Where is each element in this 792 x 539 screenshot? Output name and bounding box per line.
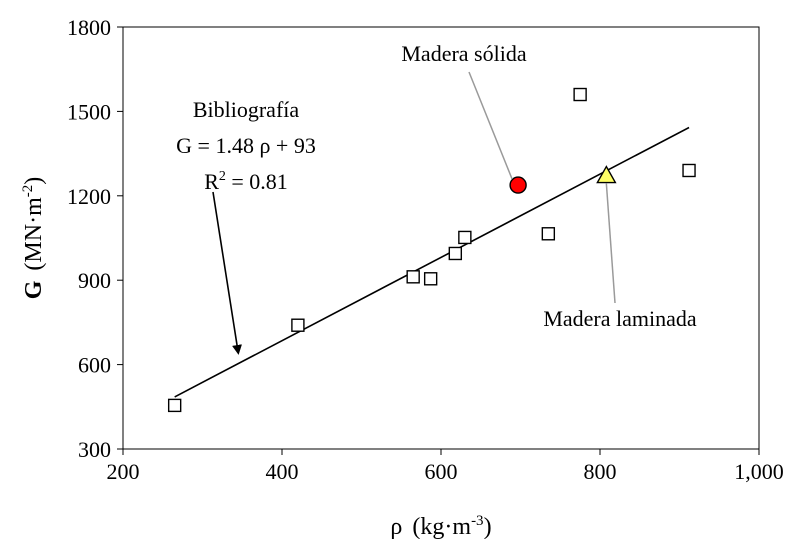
data-point-square [573,87,587,102]
y-tick-label: 1800 [67,15,111,40]
leader-madera-solida [468,71,513,180]
leader-madera-laminada [605,183,616,304]
data-point-madera-solida [509,176,527,194]
x-tick-label: 1,000 [734,459,784,484]
y-tick-label: 1200 [67,184,111,209]
annotation-madera-solida: Madera sólida [401,41,526,66]
x-tick-label: 800 [584,459,617,484]
x-tick-label: 200 [107,459,140,484]
y-tick-label: 900 [78,268,111,293]
data-point-square [423,272,438,286]
y-axis-title: G(MN·m-2) [20,177,47,300]
x-tick-label: 600 [425,459,458,484]
y-tick-label: 1500 [67,99,111,124]
fit-label-r2: R2 = 0.81 [204,169,288,194]
x-tick-label: 400 [266,459,299,484]
data-point-square [458,230,472,245]
data-point-square [682,163,696,178]
fit-arrow [212,191,242,355]
axis-ticks: 200 400 600 800 1,000 300 600 900 1200 1500 1800 [67,15,784,484]
data-point-square [448,246,463,261]
data-point-madera-laminada [596,165,617,184]
data-point-square [291,318,305,332]
data-point-square [167,398,182,413]
annotation-layer: Madera sólida Madera laminada [212,41,697,355]
annotation-madera-laminada: Madera laminada [543,306,697,331]
data-point-square [406,270,420,284]
plot-area [122,26,760,450]
data-point-square [541,227,556,241]
points-layer [167,87,696,413]
fit-label-title: Bibliografía [193,97,300,122]
y-tick-label: 300 [78,437,111,462]
x-axis-title: ρ (kg·m-3) [390,513,491,539]
y-tick-label: 600 [78,353,111,378]
fit-label-equation: G = 1.48 ρ + 93 [176,133,316,158]
